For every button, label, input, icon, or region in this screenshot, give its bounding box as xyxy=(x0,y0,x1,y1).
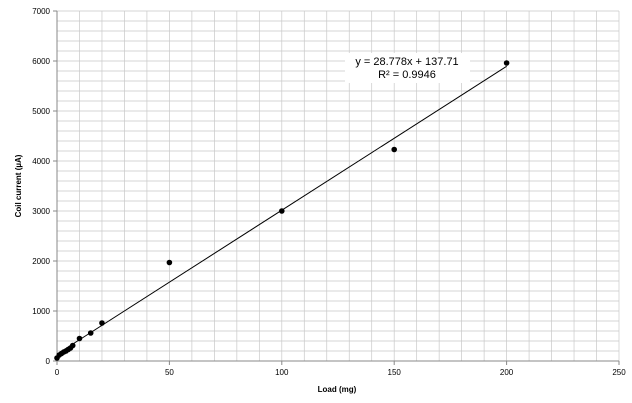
axes xyxy=(53,10,620,365)
y-tick-label: 4000 xyxy=(32,157,50,166)
x-tick-label: 50 xyxy=(165,368,174,377)
x-tick-label: 150 xyxy=(388,368,402,377)
data-points xyxy=(54,60,510,361)
x-tick-label: 200 xyxy=(500,368,514,377)
y-tick-label: 3000 xyxy=(32,207,50,216)
y-tick-label: 5000 xyxy=(32,107,50,116)
y-tick-label: 6000 xyxy=(32,57,50,66)
x-tick-label: 0 xyxy=(55,368,60,377)
trendline-equation: y = 28.778x + 137.71 xyxy=(355,56,458,68)
data-point xyxy=(391,146,398,153)
data-point xyxy=(503,60,510,66)
data-point xyxy=(69,342,76,349)
data-point xyxy=(166,259,173,266)
tick-labels: 0 50 100 150 200 250 0 1000 2000 3000 4000 5000 6000… xyxy=(32,7,626,377)
equation-label-background xyxy=(345,53,470,83)
trendline-r-squared: R² = 0.9946 xyxy=(378,69,436,81)
y-tick-label: 0 xyxy=(46,357,51,366)
grid-lines xyxy=(56,10,620,362)
x-axis-title: Load (mg) xyxy=(318,385,357,394)
data-point xyxy=(279,208,285,214)
y-tick-label: 2000 xyxy=(32,257,50,266)
data-point xyxy=(99,320,105,326)
y-tick-label: 7000 xyxy=(32,7,50,16)
y-tick-label: 1000 xyxy=(32,307,50,316)
data-point xyxy=(87,330,94,336)
data-point xyxy=(76,335,83,342)
y-axis-title: Coil current (µA) xyxy=(14,154,23,217)
x-tick-label: 250 xyxy=(612,368,626,377)
x-tick-label: 100 xyxy=(275,368,289,377)
